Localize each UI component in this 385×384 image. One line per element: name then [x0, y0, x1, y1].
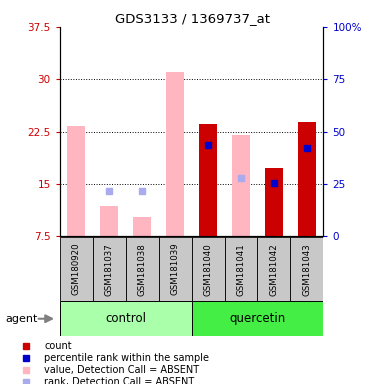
Bar [60, 301, 192, 336]
Bar [133, 217, 151, 236]
Text: agent: agent [6, 314, 38, 324]
Text: GSM181042: GSM181042 [270, 243, 278, 296]
Text: GSM181043: GSM181043 [302, 243, 311, 296]
Bar [199, 124, 217, 236]
Bar [232, 135, 250, 236]
Bar [159, 237, 192, 301]
Text: GSM181040: GSM181040 [204, 243, 213, 296]
Text: rank, Detection Call = ABSENT: rank, Detection Call = ABSENT [44, 377, 195, 384]
Text: GSM181037: GSM181037 [105, 243, 114, 296]
Text: GSM181038: GSM181038 [137, 243, 147, 296]
Text: count: count [44, 341, 72, 351]
Text: control: control [105, 312, 146, 325]
Bar [290, 237, 323, 301]
Text: GSM180920: GSM180920 [72, 243, 81, 296]
Bar [67, 126, 85, 236]
Bar [93, 237, 126, 301]
Bar [265, 168, 283, 236]
Bar [126, 237, 159, 301]
Text: value, Detection Call = ABSENT: value, Detection Call = ABSENT [44, 365, 199, 375]
Bar [60, 237, 93, 301]
Text: percentile rank within the sample: percentile rank within the sample [44, 353, 209, 363]
Bar [258, 237, 290, 301]
Bar [224, 237, 258, 301]
Text: GSM181041: GSM181041 [236, 243, 246, 296]
Bar [100, 206, 118, 236]
Text: GDS3133 / 1369737_at: GDS3133 / 1369737_at [115, 12, 270, 25]
Bar [192, 237, 224, 301]
Bar [192, 301, 323, 336]
Text: GSM181039: GSM181039 [171, 243, 179, 296]
Bar [298, 122, 316, 236]
Text: quercetin: quercetin [229, 312, 286, 325]
Bar [166, 72, 184, 236]
